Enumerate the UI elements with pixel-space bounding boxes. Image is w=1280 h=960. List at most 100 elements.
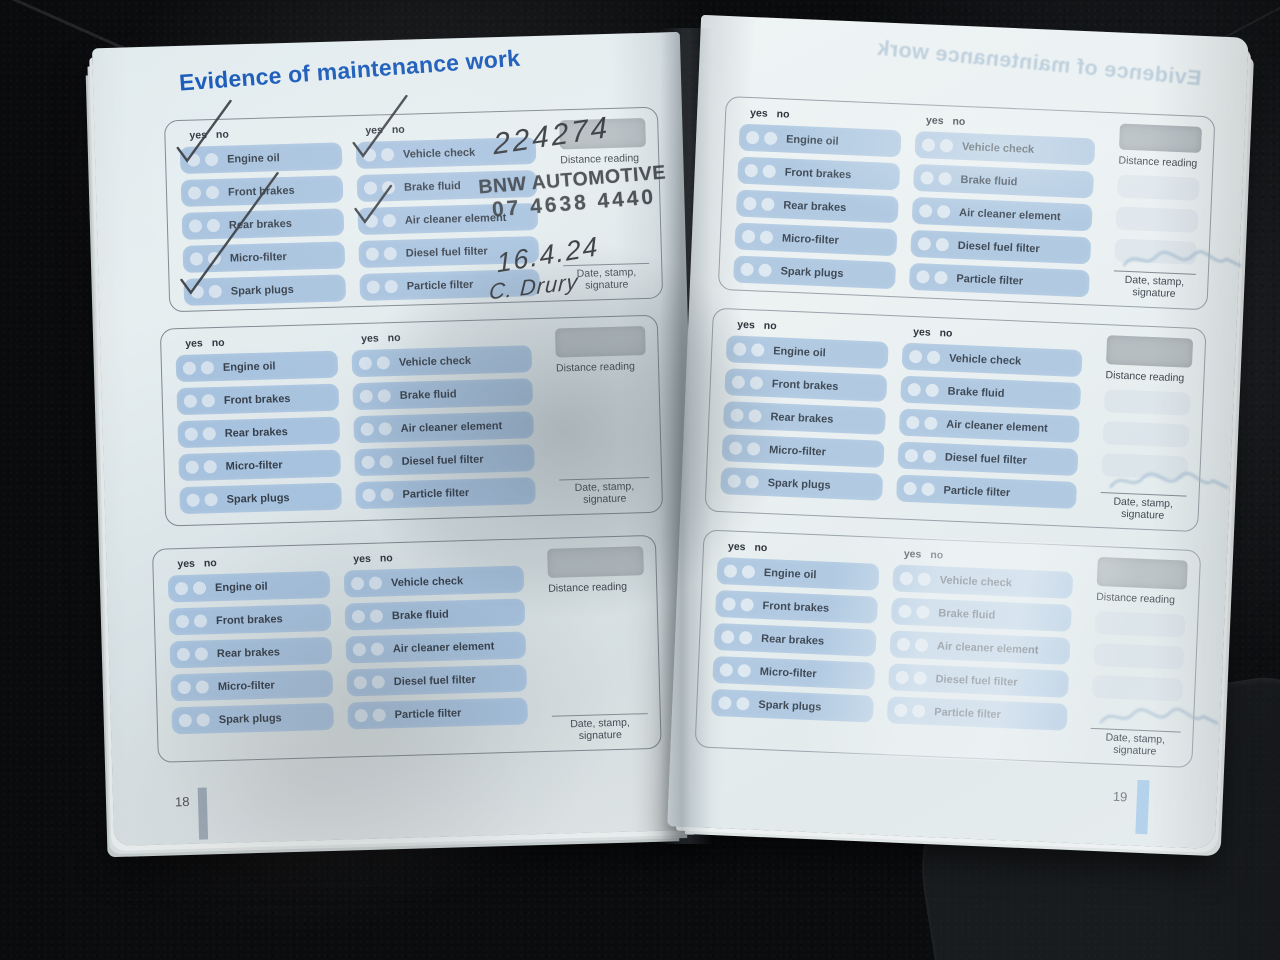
item-pill: Rear brakes: [713, 622, 877, 657]
no-checkbox: [371, 675, 385, 689]
showthrough-ghost-row: [1116, 174, 1200, 201]
checklist-row: Micro-filter: [734, 222, 898, 257]
item-label: Vehicle check: [398, 354, 472, 369]
yes-checkbox: [719, 663, 734, 677]
yes-checkbox: [899, 571, 914, 586]
checklist-row: Rear brakes: [169, 636, 333, 669]
yes-checkbox: [359, 389, 373, 404]
no-checkbox: [758, 263, 772, 278]
item-pill: Front brakes: [168, 603, 332, 636]
signature-area: Date, stamp, signature: [1090, 707, 1219, 759]
signature-area: Date, stamp, signature: [1099, 471, 1229, 523]
item-label: Vehicle check: [390, 574, 464, 589]
no-checkbox: [913, 671, 927, 685]
item-pill: Micro-filter: [170, 669, 334, 702]
checklist-column: yes no Vehicle check Brake fluid Air cleaner…: [343, 548, 529, 749]
item-label: Diesel fuel filter: [393, 673, 476, 688]
yes-checkbox: [904, 448, 919, 463]
no-checkbox: [925, 383, 939, 398]
page-tab-mark: [1135, 779, 1150, 835]
distance-reading-field: [1105, 335, 1194, 368]
no-checkbox: [921, 482, 935, 497]
item-pill: Front brakes: [180, 175, 344, 207]
checklist-row: Micro-filter: [182, 241, 346, 273]
item-pill: Brake fluid: [344, 598, 526, 631]
no-checkbox: [204, 493, 218, 507]
no-checkbox: [208, 284, 222, 299]
item-label: Front brakes: [784, 166, 852, 181]
yes-checkbox: [186, 493, 200, 507]
signature-area: Date, stamp, signature: [1113, 250, 1242, 300]
service-record-block-2: yes no Engine oil Front brakes Rear brakes Mi…: [159, 314, 664, 527]
yes-checkbox: [733, 342, 747, 357]
item-pill: Micro-filter: [721, 434, 885, 468]
no-checkbox: [380, 488, 394, 502]
service-record-block-4: yes no Engine oil Front brakes Rear brakes Mi…: [716, 94, 1242, 312]
yes-label: yes: [903, 547, 922, 561]
item-pill: Engine oil: [179, 142, 343, 174]
showthrough-ghost-rows: [1091, 610, 1186, 711]
no-checkbox: [380, 147, 395, 162]
yes-checkbox: [362, 148, 377, 162]
yes-checkbox: [351, 609, 366, 624]
showthrough-ghost-row: [1091, 674, 1183, 702]
item-pill: Front brakes: [176, 383, 340, 416]
item-label: Air cleaner element: [946, 418, 1048, 435]
checklist-row: Diesel fuel filter: [346, 664, 528, 697]
item-pill: Air cleaner element: [353, 411, 535, 444]
checklist-row: Particle filter: [886, 696, 1068, 731]
yes-checkbox: [352, 642, 367, 657]
distance-reading-label: Distance reading: [555, 360, 636, 375]
checklist-row: Spark plugs: [710, 688, 874, 723]
yes-label: yes: [189, 129, 208, 142]
no-checkbox: [914, 638, 929, 652]
item-pill: Air cleaner element: [345, 631, 527, 664]
item-label: Rear brakes: [770, 410, 834, 426]
item-pill: Spark plugs: [710, 688, 874, 723]
yes-label: yes: [353, 552, 372, 566]
item-label: Air cleaner element: [958, 206, 1061, 223]
checklist-row: Engine oil: [725, 335, 889, 369]
item-label: Micro-filter: [217, 679, 275, 693]
no-label: no: [763, 319, 777, 333]
mirrored-title-showthrough: Evidence of maintenance work: [876, 35, 1203, 91]
checklist-row: Front brakes: [176, 383, 340, 416]
item-label: Air cleaner element: [400, 419, 503, 435]
no-checkbox: [762, 164, 777, 179]
item-pill: Spark plugs: [179, 482, 342, 515]
yes-checkbox: [896, 637, 911, 652]
item-label: Spark plugs: [218, 711, 282, 726]
checklist-row: Brake fluid: [900, 375, 1082, 411]
checklist-row: Rear brakes: [713, 622, 877, 657]
item-pill: Micro-filter: [712, 655, 876, 690]
item-label: Front brakes: [215, 612, 283, 627]
item-label: Front brakes: [771, 377, 839, 393]
item-label: Micro-filter: [759, 665, 817, 680]
page-number-left: 18: [174, 793, 190, 810]
item-pill: Diesel fuel filter: [888, 663, 1070, 698]
showthrough-title-wrap: Evidence of maintenance work: [849, 33, 1230, 94]
yes-checkbox: [182, 361, 197, 375]
item-label: Engine oil: [222, 359, 276, 374]
yes-checkbox: [920, 171, 934, 185]
yes-label: yes: [727, 540, 746, 554]
yes-checkbox: [917, 237, 932, 251]
item-label: Rear brakes: [228, 217, 293, 232]
showthrough-ghost-row: [1093, 642, 1185, 670]
no-checkbox: [368, 576, 383, 590]
item-label: Diesel fuel filter: [401, 453, 484, 468]
no-checkbox: [938, 171, 952, 186]
no-label: no: [391, 123, 405, 137]
distance-reading-field: [547, 546, 644, 578]
yes-checkbox: [727, 474, 742, 488]
item-label: Micro-filter: [781, 231, 840, 247]
no-checkbox: [369, 609, 384, 623]
no-label: no: [930, 548, 944, 562]
yes-checkbox: [898, 604, 912, 619]
checklist-row: Brake fluid: [913, 163, 1095, 199]
checklist-row: Diesel fuel filter: [897, 441, 1079, 477]
no-label: no: [203, 557, 217, 570]
checklist-row: Air cleaner element: [898, 408, 1080, 444]
no-label: no: [754, 541, 768, 555]
checklist-column: yes no Engine oil Front brakes Rear brakes Mi…: [733, 106, 902, 290]
